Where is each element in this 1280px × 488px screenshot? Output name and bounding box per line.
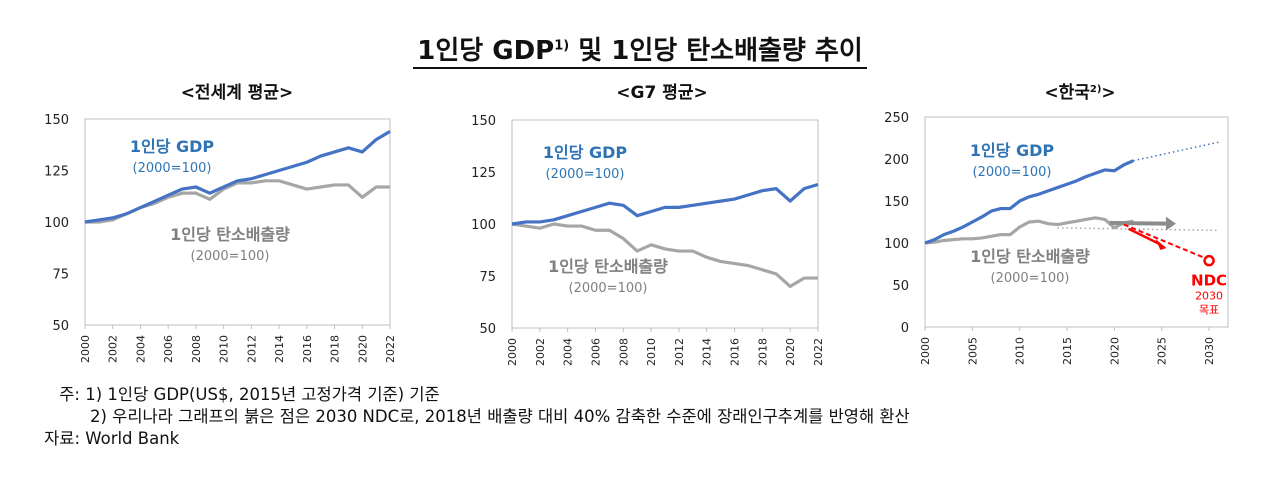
x-tick-label: 2022 bbox=[384, 335, 397, 363]
y-tick-label: 150 bbox=[884, 195, 909, 210]
x-tick-label: 2020 bbox=[1108, 337, 1121, 365]
x-tick-label: 2006 bbox=[589, 338, 602, 366]
x-tick-label: 2012 bbox=[673, 338, 686, 366]
panel-title: <전세계 평균> bbox=[181, 83, 294, 103]
x-tick-label: 2014 bbox=[273, 335, 286, 363]
plot-frame bbox=[924, 116, 1229, 328]
y-tick-label: 50 bbox=[52, 319, 69, 334]
x-tick-label: 2018 bbox=[756, 338, 769, 366]
chart-panel-1: <전세계 평균> 50 75 100 125 150 2000 2002 2004 2006 200… bbox=[44, 83, 397, 363]
gdp-series-sub: (2000=100) bbox=[973, 165, 1052, 180]
gdp-series-label: 1인당 GDP bbox=[970, 141, 1055, 160]
y-tick-label: 125 bbox=[471, 166, 496, 181]
ndc-note-year: 2030 bbox=[1195, 290, 1223, 303]
gdp-series-line bbox=[511, 182, 819, 226]
gdp-series-label: 1인당 GDP bbox=[130, 137, 215, 156]
co2-series-line bbox=[511, 222, 818, 288]
x-tick-label: 2016 bbox=[301, 335, 314, 363]
note-label: 주: bbox=[59, 385, 80, 404]
x-tick-label: 2010 bbox=[218, 335, 231, 363]
co2-arrow-head bbox=[1165, 216, 1176, 231]
x-tick-label: 2000 bbox=[79, 335, 92, 363]
footnotes: 주: 1) 1인당 GDP(US$, 2015년 고정가격 기준) 기준 2) … bbox=[28, 384, 910, 450]
ndc-dashed-line bbox=[1123, 223, 1205, 259]
x-tick-label: 2012 bbox=[245, 335, 258, 363]
chart-panel-2: <G7 평균> 50 75 100 125 150 2000 2002 2004 2006 2008… bbox=[471, 83, 825, 366]
co2-series-label: 1인당 탄소배출량 bbox=[548, 257, 668, 276]
x-tick-label: 2004 bbox=[134, 335, 147, 363]
x-tick-label: 2018 bbox=[329, 335, 342, 363]
y-tick-label: 150 bbox=[44, 113, 69, 128]
source-text: World Bank bbox=[85, 429, 180, 448]
gdp-series-label: 1인당 GDP bbox=[543, 143, 628, 162]
y-tick-label: 75 bbox=[479, 270, 496, 285]
x-tick-label: 2020 bbox=[784, 338, 797, 366]
co2-projection-arrow bbox=[1109, 220, 1168, 226]
y-tick-label: 125 bbox=[44, 165, 69, 180]
gdp-trend-line bbox=[1133, 141, 1219, 162]
source-label: 자료: bbox=[44, 429, 80, 448]
x-tick-label: 2010 bbox=[1014, 337, 1027, 365]
co2-series-label: 1인당 탄소배출량 bbox=[970, 247, 1090, 266]
co2-series-line bbox=[924, 216, 1134, 245]
panel-title: <한국2)> bbox=[1044, 83, 1115, 103]
x-tick-label: 2014 bbox=[701, 338, 714, 366]
x-tick-label: 2006 bbox=[162, 335, 175, 363]
x-tick-label: 2016 bbox=[729, 338, 742, 366]
gdp-series-line bbox=[924, 159, 1134, 245]
ndc-point bbox=[1203, 254, 1215, 267]
x-tick-label: 2000 bbox=[919, 337, 932, 365]
x-tick-label: 2000 bbox=[506, 338, 519, 366]
x-tick-label: 2025 bbox=[1156, 337, 1169, 365]
ndc-arrow-head bbox=[1155, 239, 1167, 251]
x-tick-label: 2008 bbox=[617, 338, 630, 366]
ndc-label: NDC bbox=[1191, 272, 1227, 290]
y-tick-label: 100 bbox=[44, 216, 69, 231]
co2-series-sub: (2000=100) bbox=[191, 249, 270, 264]
y-tick-label: 100 bbox=[471, 218, 496, 233]
chart-main-title: 1인당 GDP1) 및 1인당 탄소배출량 추이 bbox=[0, 30, 1280, 69]
co2-series-sub: (2000=100) bbox=[991, 271, 1070, 286]
co2-trend-line bbox=[1057, 227, 1219, 232]
x-tick-label: 2020 bbox=[356, 335, 369, 363]
y-tick-label: 50 bbox=[479, 322, 496, 337]
x-tick-label: 2010 bbox=[645, 338, 658, 366]
ndc-arrow bbox=[1128, 227, 1161, 246]
y-tick-label: 150 bbox=[471, 114, 496, 129]
chart-panel-3: <한국2)> 0 50 100 150 200 250 2000 2005 2010 2015 202… bbox=[884, 83, 1229, 365]
y-tick-label: 0 bbox=[901, 321, 909, 336]
y-tick-label: 50 bbox=[892, 279, 909, 294]
note-2: 2) 우리나라 그래프의 붉은 점은 2030 NDC로, 2018년 배출량 … bbox=[90, 407, 910, 426]
panel-title: <G7 평균> bbox=[616, 83, 707, 103]
x-tick-label: 2015 bbox=[1061, 337, 1074, 365]
x-tick-label: 2008 bbox=[190, 335, 203, 363]
gdp-series-sub: (2000=100) bbox=[546, 167, 625, 182]
y-tick-label: 200 bbox=[884, 153, 909, 168]
y-tick-label: 250 bbox=[884, 111, 909, 126]
y-tick-label: 100 bbox=[884, 237, 909, 252]
co2-series-sub: (2000=100) bbox=[569, 281, 648, 296]
co2-series-line bbox=[85, 179, 390, 224]
gdp-series-sub: (2000=100) bbox=[133, 161, 212, 176]
ndc-note-target: 목표 bbox=[1199, 304, 1219, 317]
x-tick-label: 2004 bbox=[562, 338, 575, 366]
x-tick-label: 2002 bbox=[534, 338, 547, 366]
x-tick-label: 2030 bbox=[1203, 337, 1216, 365]
y-tick-label: 75 bbox=[52, 268, 69, 283]
gdp-series-line bbox=[84, 129, 391, 224]
x-tick-label: 2005 bbox=[966, 337, 979, 365]
x-tick-label: 2002 bbox=[107, 335, 120, 363]
note-1: 1) 1인당 GDP(US$, 2015년 고정가격 기준) 기준 bbox=[85, 385, 440, 404]
x-tick-label: 2022 bbox=[812, 338, 825, 366]
co2-series-label: 1인당 탄소배출량 bbox=[170, 225, 290, 244]
